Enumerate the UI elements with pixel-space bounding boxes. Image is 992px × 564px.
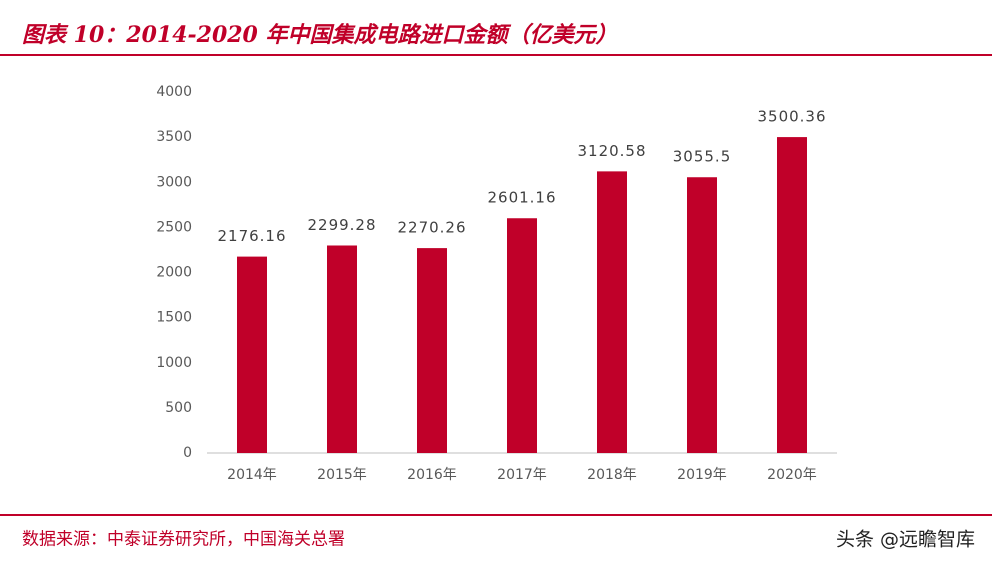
x-tick-label: 2020年	[767, 467, 817, 483]
x-tick-label: 2018年	[587, 467, 637, 483]
bar	[417, 248, 447, 453]
bar	[687, 177, 717, 453]
value-label: 3120.58	[577, 142, 646, 160]
y-tick-label: 2000	[156, 265, 192, 281]
bar	[777, 137, 807, 453]
x-tick-label: 2014年	[227, 467, 277, 483]
y-tick-label: 2500	[156, 219, 192, 235]
value-label: 2270.26	[397, 219, 466, 237]
bar	[237, 256, 267, 453]
source: 数据来源：中泰证券研究所，中国海关总署	[22, 530, 345, 550]
y-tick-label: 3500	[156, 129, 192, 145]
y-tick-label: 4000	[156, 84, 192, 100]
watermark: 头条 @远瞻智库	[836, 529, 975, 551]
value-label: 3500.36	[757, 108, 826, 126]
y-tick-label: 3000	[156, 174, 192, 190]
y-tick-label: 1500	[156, 310, 192, 326]
x-tick-label: 2015年	[317, 467, 367, 483]
y-tick-label: 0	[183, 445, 192, 461]
value-label: 2601.16	[487, 189, 556, 207]
y-tick-label: 1000	[156, 355, 192, 371]
value-label: 2299.28	[307, 216, 376, 234]
value-label: 2176.16	[217, 227, 286, 245]
y-tick-label: 500	[165, 400, 192, 416]
chart-title: 图表 10：2014-2020 年中国集成电路进口金额（亿美元）	[22, 22, 618, 48]
x-tick-label: 2016年	[407, 467, 457, 483]
x-tick-label: 2019年	[677, 467, 727, 483]
value-label: 3055.5	[673, 148, 732, 166]
bar	[597, 171, 627, 453]
x-tick-label: 2017年	[497, 467, 547, 483]
bar	[507, 218, 537, 453]
bar	[327, 245, 357, 453]
